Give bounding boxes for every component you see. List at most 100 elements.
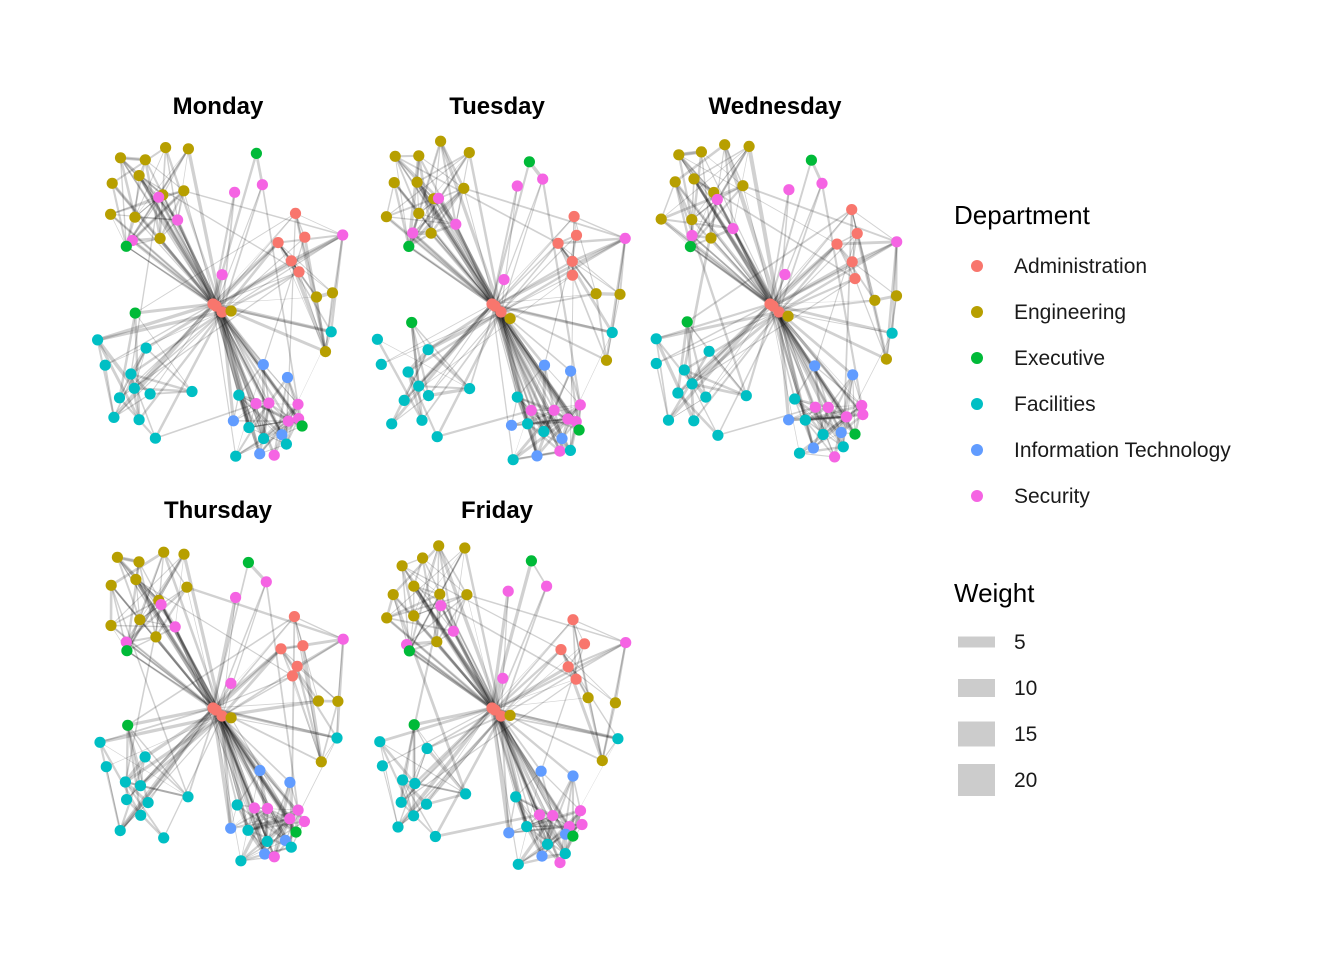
network-node [409,719,420,730]
network-node [656,214,667,225]
network-node [320,346,331,357]
network-node [390,151,401,162]
legend-key-dot [971,490,983,502]
network-node [579,638,590,649]
network-edge [337,639,343,738]
network-node [783,184,794,195]
network-node [524,156,535,167]
network-node [262,836,273,847]
weight-legend-label: 5 [1014,631,1026,654]
network-node [293,266,304,277]
network-node [620,233,631,244]
network-edge [596,294,606,361]
network-node [881,354,892,365]
network-node [155,233,166,244]
network-node [560,848,571,859]
panel-title: Thursday [164,497,273,524]
network-node [686,230,697,241]
network-node [497,673,508,684]
network-node [536,766,547,777]
network-node [178,549,189,560]
weight-legend-label: 10 [1014,677,1037,700]
weight-legend-label: 15 [1014,723,1037,746]
network-node [284,777,295,788]
network-node [243,422,254,433]
network-node [112,552,123,563]
network-node [230,451,241,462]
network-edge [467,595,626,643]
network-node [92,334,103,345]
network-node [464,147,475,158]
network-edge [429,389,470,396]
network-node [852,228,863,239]
network-node [567,256,578,267]
network-node [283,416,294,427]
network-node [537,174,548,185]
network-node [565,445,576,456]
network-node [313,695,324,706]
network-node [397,560,408,571]
network-node [612,733,623,744]
network-node [389,177,400,188]
network-node [829,451,840,462]
network-node [719,139,730,150]
network-node [696,146,707,157]
network-node [651,333,662,344]
network-node [526,405,537,416]
network-node [506,420,517,431]
legend-key-dot [971,260,983,272]
network-node [513,859,524,870]
legend-key-dot [971,444,983,456]
network-node [498,274,509,285]
network-node [121,794,132,805]
network-node [567,614,578,625]
network-node [275,643,286,654]
network-node [823,402,834,413]
network-edge [678,393,718,435]
network-node [431,636,442,647]
network-node [505,313,516,324]
network-edge [573,620,626,643]
network-node [541,581,552,592]
network-node [262,803,273,814]
network-node [258,359,269,370]
network-node [620,637,631,648]
network-node [583,692,594,703]
network-node [554,446,565,457]
network-node [670,176,681,187]
network-node [392,821,403,832]
network-edge [414,586,492,708]
network-node [534,809,545,820]
network-node [413,150,424,161]
network-node [153,192,164,203]
network-node [607,327,618,338]
network-node [186,386,197,397]
network-node [114,392,125,403]
network-node [408,810,419,821]
network-node [230,592,241,603]
network-node [286,842,297,853]
network-node [150,631,161,642]
network-node [141,343,152,354]
network-node [510,791,521,802]
network-node [121,645,132,656]
network-node [818,429,829,440]
network-node [810,402,821,413]
network-node [101,761,112,772]
network-node [575,399,586,410]
network-node [727,223,738,234]
network-node [789,393,800,404]
weight-legend-swatch [958,722,995,747]
network-node [503,827,514,838]
network-node [135,780,146,791]
network-node [207,702,218,713]
network-node [423,390,434,401]
department-legend: Department AdministrationEngineeringExec… [954,200,1231,508]
network-node [571,674,582,685]
network-node [412,177,423,188]
network-node [567,270,578,281]
network-node [571,230,582,241]
network-node [576,819,587,830]
